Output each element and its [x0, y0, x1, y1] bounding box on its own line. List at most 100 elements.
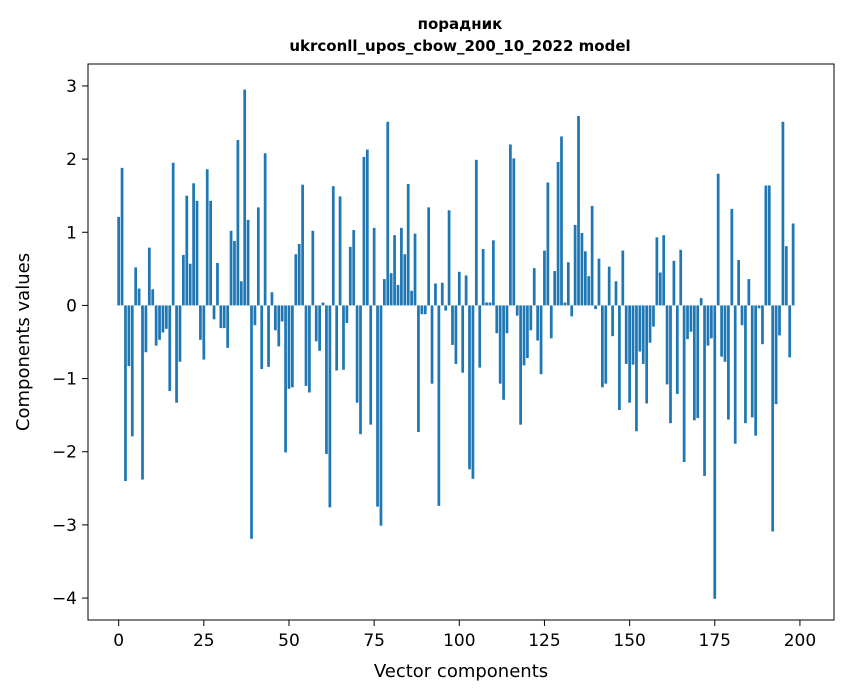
bar [164, 305, 168, 329]
bar [335, 305, 339, 371]
bar [318, 305, 321, 351]
bar [403, 254, 407, 306]
bar [239, 281, 243, 306]
bar [454, 305, 458, 364]
y-tick-label: −2 [52, 443, 77, 463]
bar [614, 281, 618, 306]
bar [468, 305, 471, 470]
bar [577, 115, 580, 306]
bar [267, 305, 270, 367]
bar [784, 246, 788, 306]
bar [628, 305, 631, 403]
bar [437, 305, 441, 506]
bar [723, 305, 727, 362]
bar [635, 305, 638, 432]
bar [195, 200, 199, 306]
bar [686, 305, 689, 340]
bar [624, 305, 628, 364]
bar [120, 167, 124, 306]
bar [761, 305, 764, 345]
bar [474, 159, 478, 306]
bar [406, 183, 410, 306]
x-tick-label: 125 [528, 631, 560, 651]
bar [301, 184, 304, 306]
bar [345, 305, 349, 323]
bar [744, 305, 747, 424]
y-tick-label: −3 [52, 516, 77, 536]
bar [689, 305, 693, 332]
bar [158, 305, 161, 340]
x-tick-label: 150 [613, 631, 645, 651]
bar [202, 305, 206, 360]
bar [594, 305, 597, 310]
bar [556, 162, 560, 306]
bar [611, 305, 614, 337]
bar [144, 305, 148, 353]
bar [549, 305, 553, 339]
bar [710, 305, 713, 339]
bar [655, 237, 659, 306]
bar [417, 305, 420, 432]
bar [304, 305, 308, 386]
plot-frame [87, 63, 835, 621]
bar [311, 230, 315, 306]
bar [246, 219, 250, 306]
bar [297, 243, 301, 306]
bar [498, 305, 502, 384]
bar [175, 305, 178, 403]
bar [543, 250, 546, 306]
bar [631, 305, 635, 365]
y-tick-label: 2 [66, 150, 77, 170]
bar [781, 121, 785, 306]
bar [774, 305, 778, 405]
bar [134, 267, 138, 306]
bar [696, 305, 700, 419]
bar [532, 268, 536, 306]
bar [410, 290, 413, 306]
bar [515, 305, 519, 316]
bar [757, 305, 761, 309]
bar [321, 302, 325, 306]
bar [737, 260, 740, 306]
bar [342, 305, 345, 370]
bar [382, 279, 386, 306]
bar [716, 173, 720, 306]
bar [216, 262, 219, 306]
bar [658, 272, 662, 306]
bar [168, 305, 172, 392]
bar [495, 305, 499, 334]
bar [604, 305, 608, 384]
bar [253, 305, 257, 326]
bar [294, 254, 298, 306]
bar [679, 249, 683, 306]
bar [423, 305, 427, 315]
bar [226, 305, 230, 348]
bar [665, 305, 669, 385]
bar [263, 153, 267, 306]
bar [682, 305, 686, 462]
bar [250, 305, 253, 539]
bar [566, 262, 570, 306]
y-tick-label: 0 [66, 296, 77, 316]
bar [607, 266, 611, 306]
bar [287, 305, 291, 389]
bar [464, 275, 468, 306]
bar [727, 305, 730, 420]
bar [314, 305, 318, 342]
bar [692, 305, 696, 421]
bar [365, 149, 369, 306]
bar [273, 305, 277, 331]
bar [212, 305, 216, 320]
bar [147, 247, 151, 306]
bar [396, 284, 400, 306]
bar [400, 227, 403, 306]
bar [124, 305, 127, 481]
bar [703, 305, 706, 476]
bar [764, 185, 768, 306]
bar [478, 305, 482, 368]
bar [597, 258, 601, 306]
bar [171, 162, 175, 306]
bar [457, 271, 461, 306]
bar [359, 305, 362, 435]
bar [447, 210, 451, 306]
